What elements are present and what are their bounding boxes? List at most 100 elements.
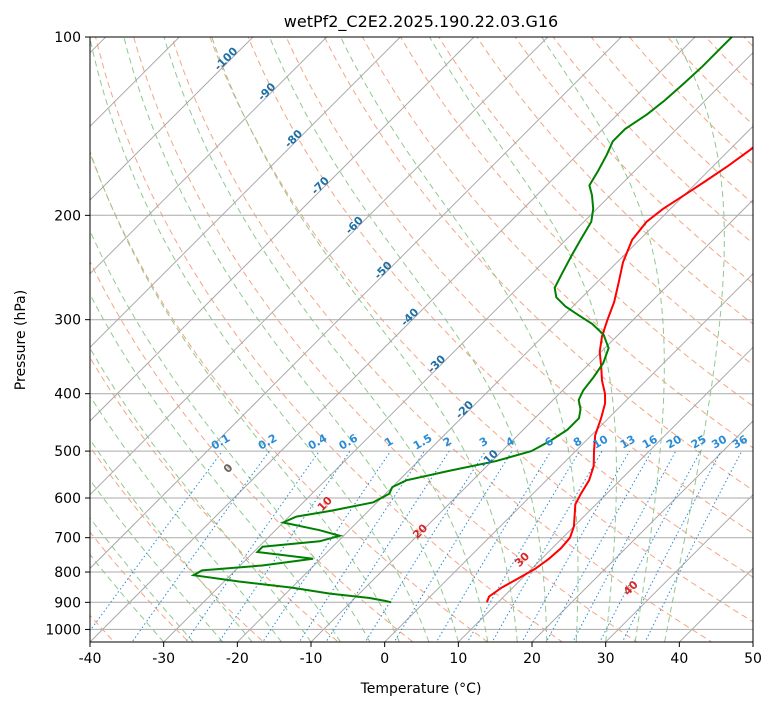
moist-adiabat <box>211 37 518 642</box>
background-lines <box>90 24 775 654</box>
isotherm <box>383 272 753 642</box>
x-axis-title: Temperature (°C) <box>360 681 482 697</box>
moist-adiabat <box>90 438 253 642</box>
mixing-ratio-line <box>364 450 486 642</box>
y-axis-title: Pressure (hPa) <box>13 290 29 390</box>
dry-adiabat <box>666 37 753 126</box>
isotherm-label: -80 <box>282 127 305 150</box>
dry-adiabat <box>769 24 775 654</box>
isotherm <box>90 37 475 422</box>
plot-frame <box>89 36 754 643</box>
mixing-ratio-line <box>435 450 552 642</box>
mixing-ratio-label: 2 <box>441 435 454 450</box>
isotherm-label: -90 <box>255 80 278 103</box>
isotherm-label: -10 <box>478 447 501 470</box>
mixing-ratio-label: 20 <box>664 432 684 451</box>
mixing-ratio-label: 0.1 <box>209 432 232 453</box>
y-tick-label: 800 <box>54 565 81 581</box>
x-tick-label: -10 <box>300 651 323 667</box>
dry-adiabat <box>438 37 753 366</box>
isotherm <box>310 199 753 642</box>
isotherm <box>90 37 328 275</box>
x-tick-label: 0 <box>380 651 389 667</box>
moist-adiabat <box>269 37 548 642</box>
isotherm-label: -40 <box>398 305 421 328</box>
moist-adiabat <box>541 37 665 642</box>
isotherm <box>678 567 753 642</box>
mixing-ratio-label: 3 <box>477 435 490 450</box>
dry-adiabat <box>247 37 753 578</box>
isotherm <box>90 37 401 349</box>
x-tick-label: 40 <box>670 651 688 667</box>
moist-adiabat <box>163 37 489 642</box>
isotherm-label: -50 <box>372 258 395 281</box>
isotherm-label: -30 <box>425 352 448 375</box>
mixing-ratio-label: 13 <box>618 433 638 452</box>
mixing-ratio-line <box>393 450 513 642</box>
mixing-ratio-line <box>131 450 270 642</box>
moist-adiabat <box>90 479 223 642</box>
mixing-ratio-label: 1 <box>382 435 395 450</box>
dry-adiabat <box>133 37 638 642</box>
mixing-ratio-label: 0.2 <box>256 432 279 453</box>
dry-adiabat <box>361 37 753 449</box>
y-axis: 1000 900 800 700 600 500 400 300 200 100 <box>45 30 90 638</box>
isotherm <box>90 37 549 496</box>
x-tick-label: -30 <box>152 651 175 667</box>
dry-adiabat <box>90 356 340 642</box>
x-tick-label: 30 <box>597 651 615 667</box>
mixing-ratio-label: 8 <box>571 435 584 450</box>
dry-adiabat <box>476 37 753 325</box>
mixing-ratio-line <box>491 450 603 642</box>
mixing-ratio-label: 0.4 <box>306 431 330 452</box>
moist-adiabat <box>90 347 312 642</box>
isotherm <box>90 37 622 570</box>
mixing-ratio-label: 30 <box>709 432 729 451</box>
x-tick-label: 20 <box>523 651 541 667</box>
isotherm <box>236 125 753 642</box>
mixing-ratio-line <box>218 450 351 642</box>
dewpoint-line <box>190 37 733 604</box>
dry-adiabat <box>209 37 753 623</box>
x-tick-label: -20 <box>226 651 249 667</box>
x-tick-label: 10 <box>449 651 467 667</box>
dry-adiabat <box>285 37 753 534</box>
y-tick-label: 100 <box>54 30 81 46</box>
isotherm <box>752 641 753 642</box>
moist-adiabat <box>664 37 725 642</box>
isotherm <box>604 493 753 642</box>
isotherm <box>531 420 753 642</box>
mixing-ratio-line <box>545 450 653 642</box>
moist-adiabat <box>340 37 579 642</box>
dry-adiabat <box>90 445 265 642</box>
moist-adiabat <box>90 37 430 642</box>
temperature-line <box>485 146 753 603</box>
isotherm-label: -70 <box>309 174 332 197</box>
dry-adiabat <box>400 37 753 407</box>
moist-adiabat <box>429 37 617 642</box>
mixing-ratio-line <box>621 450 722 642</box>
isotherm <box>162 51 753 642</box>
isotherm-label: -60 <box>343 214 366 237</box>
isotherm <box>457 346 753 642</box>
isotherm-label: -20 <box>453 398 476 421</box>
moist-adiabat <box>123 37 459 642</box>
y-tick-label: 900 <box>54 595 81 611</box>
mixing-ratio-label: 25 <box>689 433 709 452</box>
x-axis: -40 -30 -20 -10 0 10 20 30 40 50 <box>79 642 762 667</box>
y-tick-label: 300 <box>54 313 81 329</box>
dry-adiabat <box>90 531 190 642</box>
dry-adiabat-label: 0 <box>221 461 236 476</box>
y-tick-label: 200 <box>54 208 81 224</box>
mixing-ratio-line <box>325 450 450 642</box>
mixing-ratio-line <box>466 450 580 642</box>
x-tick-label: -40 <box>79 651 102 667</box>
mixing-ratio-line <box>599 450 701 642</box>
y-tick-label: 400 <box>54 387 81 403</box>
dry-adiabat-label: 30 <box>512 549 532 569</box>
moist-adiabat <box>90 553 165 642</box>
dry-adiabat <box>90 260 414 642</box>
mixing-ratio-label: 16 <box>640 432 660 451</box>
moist-adiabat <box>90 517 194 642</box>
